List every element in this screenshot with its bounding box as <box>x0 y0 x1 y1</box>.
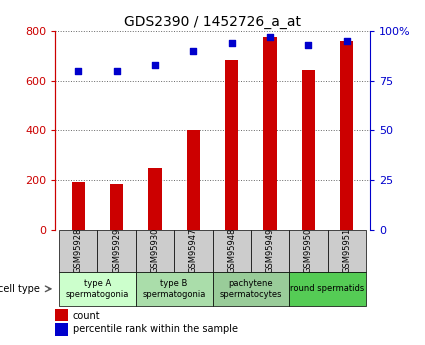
Text: round spermatids: round spermatids <box>290 284 365 293</box>
Text: percentile rank within the sample: percentile rank within the sample <box>73 324 238 334</box>
Text: type A
spermatogonia: type A spermatogonia <box>66 279 129 298</box>
Bar <box>212 272 289 306</box>
Point <box>228 40 235 46</box>
Bar <box>251 230 289 272</box>
Bar <box>328 230 366 272</box>
Bar <box>340 41 354 230</box>
Text: GSM95951: GSM95951 <box>342 228 351 273</box>
Bar <box>225 60 238 230</box>
Text: cell type: cell type <box>0 284 40 294</box>
Point <box>343 38 350 44</box>
Bar <box>289 272 366 306</box>
Bar <box>289 230 328 272</box>
Bar <box>59 230 97 272</box>
Bar <box>71 183 85 230</box>
Text: pachytene
spermatocytes: pachytene spermatocytes <box>220 279 282 298</box>
Bar <box>55 309 68 322</box>
Text: GSM95948: GSM95948 <box>227 228 236 273</box>
Bar <box>55 323 68 336</box>
Text: type B
spermatogonia: type B spermatogonia <box>142 279 206 298</box>
Point <box>152 62 159 68</box>
Point <box>305 42 312 48</box>
Bar <box>59 272 136 306</box>
Bar <box>110 184 123 230</box>
Text: GSM95928: GSM95928 <box>74 228 83 273</box>
Text: GSM95947: GSM95947 <box>189 228 198 273</box>
Text: GSM95930: GSM95930 <box>150 228 159 273</box>
Point <box>75 68 82 73</box>
Text: GSM95949: GSM95949 <box>266 228 275 273</box>
Point <box>266 34 273 40</box>
Text: GSM95950: GSM95950 <box>304 228 313 273</box>
Text: count: count <box>73 310 100 321</box>
Bar <box>148 168 162 230</box>
Bar <box>136 230 174 272</box>
Point <box>113 68 120 73</box>
Bar <box>174 230 212 272</box>
Bar <box>187 130 200 230</box>
Bar <box>264 37 277 230</box>
Title: GDS2390 / 1452726_a_at: GDS2390 / 1452726_a_at <box>124 14 301 29</box>
Point <box>190 48 197 54</box>
Bar <box>302 70 315 230</box>
Bar <box>212 230 251 272</box>
Bar <box>136 272 212 306</box>
Bar <box>97 230 136 272</box>
Text: GSM95929: GSM95929 <box>112 228 121 273</box>
